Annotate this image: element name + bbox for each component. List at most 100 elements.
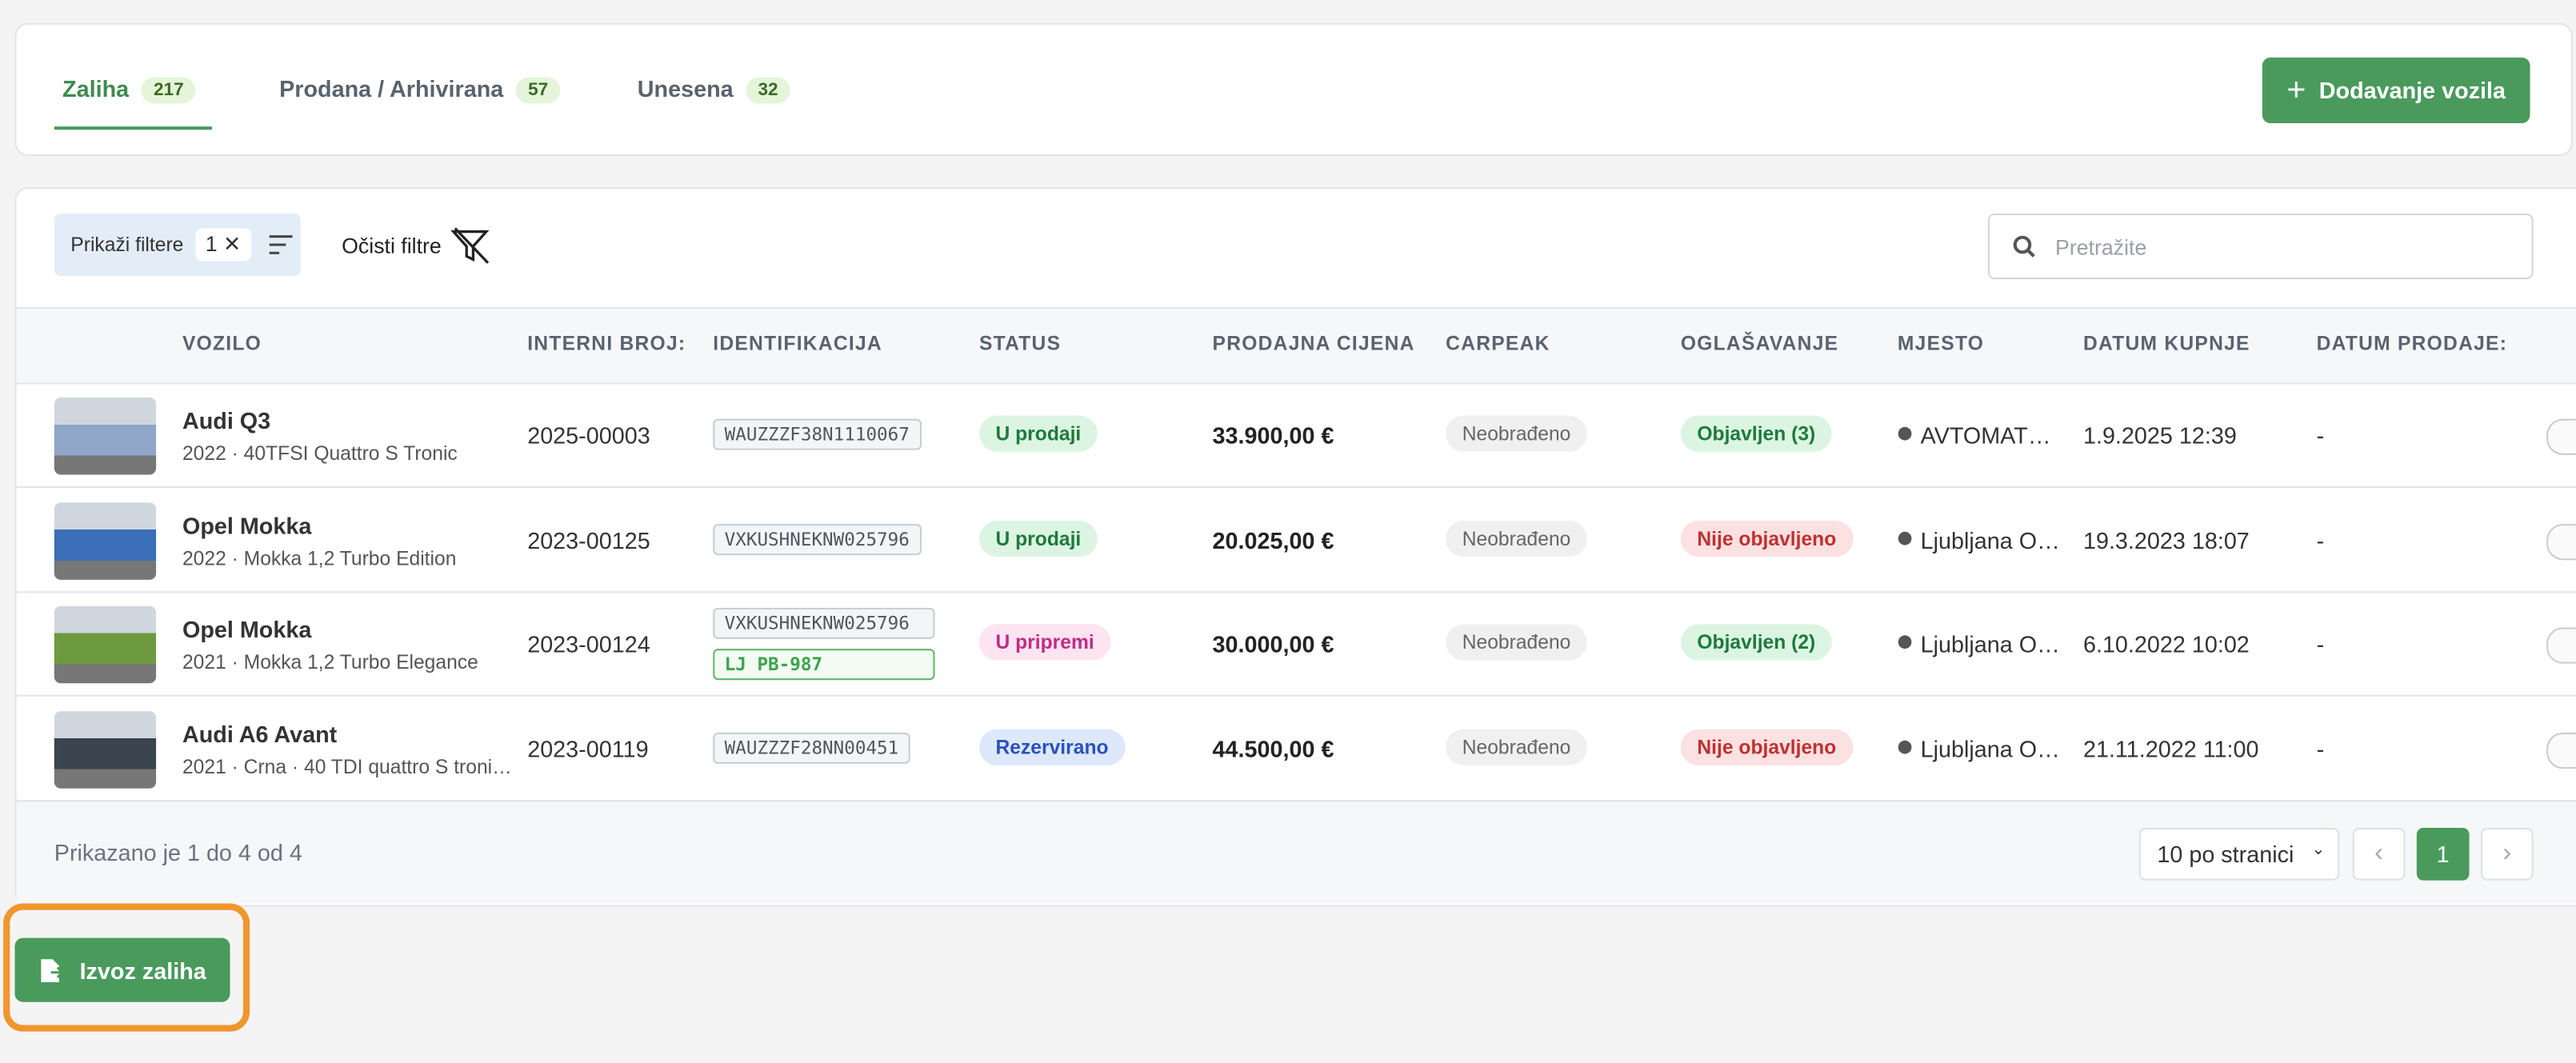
sale-date: - <box>2316 630 2325 657</box>
purchase-date: 1.9.2025 12:39 <box>2082 422 2237 449</box>
column-header: DATUM KUPNJE <box>2082 331 2250 355</box>
column-header: DATUM PRODAJE: <box>2316 331 2508 355</box>
vehicle-subtitle: 2022 · 40TFSI Quattro S Tronic <box>182 442 458 466</box>
column-header: PRODAJNA CIJENA <box>1212 331 1415 355</box>
next-page[interactable]: › <box>2480 828 2534 881</box>
vehicle-thumbnail <box>54 397 157 475</box>
sale-date: - <box>2316 734 2325 761</box>
column-header: INTERNI BROJ: <box>527 331 686 355</box>
row-divider <box>16 799 2576 801</box>
row-divider <box>16 590 2576 593</box>
column-header: OGLAŠAVANJE <box>1680 331 1839 355</box>
current-page[interactable]: 1 <box>2416 828 2470 881</box>
purchase-date: 19.3.2023 18:07 <box>2082 526 2250 553</box>
tab[interactable]: Unesena 32 <box>638 75 790 104</box>
sale-date: - <box>2316 526 2325 553</box>
internal-number: 2025-00003 <box>527 422 650 449</box>
export-label: Izvoz zaliha <box>79 957 206 984</box>
export-button[interactable]: Izvoz zaliha <box>14 937 230 1002</box>
add-vehicle-button[interactable]: + Dodavanje vozila <box>2262 57 2530 124</box>
vehicle-name: Opel Mokka <box>182 511 312 538</box>
status-pill: U pripremi <box>978 624 1111 661</box>
purchase-date: 21.11.2022 11:00 <box>2082 734 2259 761</box>
show-filters-button[interactable]: Prikaži filtere 1 ✕ <box>54 213 301 277</box>
ads-pill: Objavljen (2) <box>1680 624 1832 661</box>
vehicle-subtitle: 2021 · Mokka 1,2 Turbo Elegance <box>182 650 478 673</box>
sale-date: - <box>2316 422 2325 449</box>
price: 30.000,00 € <box>1212 630 1334 657</box>
column-header: CARPEAK <box>1446 331 1550 355</box>
active-tab-underline <box>54 126 212 130</box>
status-pill: U prodaji <box>978 519 1098 557</box>
vehicle-thumbnail <box>54 710 157 788</box>
tabs-card <box>14 22 2573 157</box>
table-summary: Prikazano je 1 do 4 od 4 <box>54 839 302 866</box>
table-header <box>16 307 2576 385</box>
tab-label: Prodana / Arhivirana <box>279 75 504 102</box>
carpeak-pill: Neobrađeno <box>1446 624 1587 661</box>
vin: WAUZZZF38N1110067 <box>713 418 922 450</box>
search-placeholder: Pretražite <box>2055 234 2147 260</box>
row-divider <box>16 694 2576 697</box>
clipped-pill <box>2546 731 2576 769</box>
vehicle-name: Audi A6 Avant <box>182 720 338 747</box>
pin-icon: ⬤ <box>1897 633 1913 649</box>
tab-count: 57 <box>516 78 560 104</box>
carpeak-pill: Neobrađeno <box>1446 519 1587 557</box>
pin-icon: ⬤ <box>1897 530 1913 545</box>
carpeak-pill: Neobrađeno <box>1446 728 1587 765</box>
location: Ljubljana O… <box>1920 734 2060 761</box>
tab[interactable]: Zaliha 217 <box>62 75 196 104</box>
tab-label: Zaliha <box>62 75 130 102</box>
search-input[interactable]: Pretražite <box>1987 213 2534 280</box>
tab-count: 217 <box>142 78 196 104</box>
purchase-date: 6.10.2022 10:02 <box>2082 630 2250 657</box>
clear-filter-icon <box>450 227 490 264</box>
internal-number: 2023-00124 <box>527 630 650 657</box>
highlight-outline <box>3 903 250 1032</box>
export-icon <box>42 958 66 982</box>
add-vehicle-label: Dodavanje vozila <box>2318 77 2506 104</box>
status-pill: Rezervirano <box>978 728 1126 765</box>
vehicle-name: Opel Mokka <box>182 616 312 642</box>
internal-number: 2023-00125 <box>527 526 650 553</box>
ads-pill: Objavljen (3) <box>1680 415 1832 452</box>
price: 44.500,00 € <box>1212 734 1334 761</box>
sort-icon <box>269 235 293 254</box>
column-header: IDENTIFIKACIJA <box>713 331 882 355</box>
tab-label: Unesena <box>637 75 734 102</box>
column-header: STATUS <box>978 331 1062 355</box>
clipped-pill <box>2546 627 2576 664</box>
pin-icon: ⬤ <box>1897 425 1913 441</box>
show-filters-label: Prikaži filtere <box>70 233 184 257</box>
clear-filters[interactable]: Očisti filtre <box>342 233 442 258</box>
tab-count: 32 <box>746 78 790 104</box>
price: 33.900,00 € <box>1212 422 1334 449</box>
clipped-pill <box>2546 523 2576 560</box>
pin-icon: ⬤ <box>1897 738 1913 753</box>
per-page-label: 10 po stranici <box>2157 841 2294 868</box>
vehicle-name: Audi Q3 <box>182 407 271 434</box>
vehicle-subtitle: 2022 · Mokka 1,2 Turbo Edition <box>182 545 457 569</box>
search-icon <box>2013 235 2035 258</box>
tab[interactable]: Prodana / Arhivirana 57 <box>279 75 560 104</box>
internal-number: 2023-00119 <box>527 734 649 761</box>
vehicle-thumbnail <box>54 502 157 579</box>
per-page-select[interactable]: 10 po stranici ⌄ <box>2138 828 2340 881</box>
vin: VXKUSHNEKNW025796 <box>713 523 922 555</box>
column-header: MJESTO <box>1897 331 1985 355</box>
prev-page[interactable]: ‹ <box>2352 828 2406 881</box>
status-pill: U prodaji <box>978 415 1098 452</box>
clipped-pill <box>2546 418 2576 455</box>
filter-count-value: 1 <box>205 231 218 257</box>
column-header: VOZILO <box>182 331 262 355</box>
location: Ljubljana O… <box>1920 526 2060 553</box>
location: Ljubljana O… <box>1920 630 2060 657</box>
carpeak-pill: Neobrađeno <box>1446 415 1587 452</box>
price: 20.025,00 € <box>1212 526 1334 553</box>
filter-count: 1 ✕ <box>195 228 251 262</box>
location: AVTOMAT… <box>1920 422 2051 449</box>
vehicle-subtitle: 2021 · Crna · 40 TDI quattro S troni… <box>182 754 512 778</box>
